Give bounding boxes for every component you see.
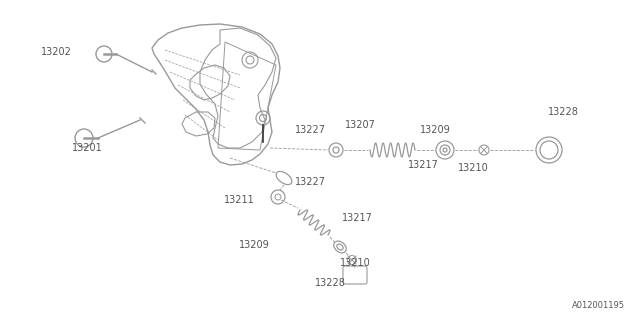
Text: 13207: 13207 — [345, 120, 376, 130]
Text: A012001195: A012001195 — [572, 301, 625, 310]
Text: 13202: 13202 — [41, 47, 72, 57]
Text: 13209: 13209 — [239, 240, 270, 250]
Text: 13201: 13201 — [72, 143, 103, 153]
Text: 13228: 13228 — [548, 107, 579, 117]
Text: 13227: 13227 — [295, 125, 326, 135]
Text: 13209: 13209 — [420, 125, 451, 135]
Text: 13210: 13210 — [340, 258, 371, 268]
Text: 13217: 13217 — [408, 160, 439, 170]
Text: 13211: 13211 — [224, 195, 255, 205]
Text: 13210: 13210 — [458, 163, 489, 173]
Text: 13227: 13227 — [295, 177, 326, 187]
Text: 13217: 13217 — [342, 213, 373, 223]
Text: 13228: 13228 — [315, 278, 346, 288]
